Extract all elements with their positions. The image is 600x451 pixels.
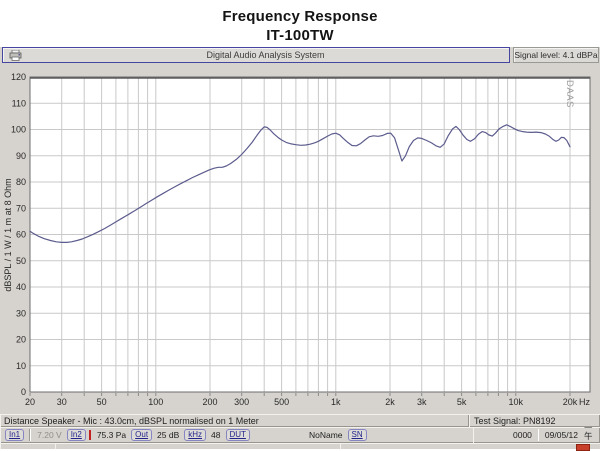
x-axis-labels: 20 30 50 100 200 300 500 1k 2k 3k 5k 10k 20k Hz (25, 397, 591, 407)
title-bar: Digital Audio Analysis System Signal lev… (0, 47, 600, 63)
time-value: 上午 09:4 (584, 427, 600, 443)
y-axis-labels: 0 10 20 30 40 50 60 70 80 90 100 110 120 (11, 72, 26, 397)
page-title: Frequency Response IT-100TW (0, 7, 600, 45)
divider (29, 429, 32, 441)
khz-button[interactable]: kHz (184, 429, 207, 441)
taskbar-segment (340, 443, 600, 451)
taskbar-segment (0, 443, 55, 449)
distance-info-text: Distance Speaker - Mic : 43.0cm, dBSPL n… (4, 415, 259, 426)
svg-text:Hz: Hz (579, 397, 590, 407)
datetime-group: 0000 09/05/12 上午 09:4 (510, 427, 600, 443)
svg-text:200: 200 (202, 397, 217, 407)
taskbar-segment (55, 443, 340, 449)
distance-info-panel: Distance Speaker - Mic : 43.0cm, dBSPL n… (0, 414, 469, 427)
svg-text:20k: 20k (563, 397, 578, 407)
device-name-group: NoName SN (306, 427, 369, 443)
frequency-response-chart: 20 30 50 100 200 300 500 1k 2k 3k 5k 10k 20k Hz 0 10 20 3… (3, 72, 591, 407)
date-value: 09/05/12 (544, 430, 579, 440)
svg-text:80: 80 (16, 177, 26, 187)
device-name: NoName (309, 430, 343, 440)
svg-text:50: 50 (97, 397, 107, 407)
svg-text:300: 300 (234, 397, 249, 407)
sample-rate-value: 48 (211, 430, 221, 440)
page-title-line2: IT-100TW (266, 27, 334, 44)
svg-text:20: 20 (16, 335, 26, 345)
page-title-line1: Frequency Response (222, 8, 378, 25)
grid-lines (29, 77, 590, 392)
svg-text:110: 110 (12, 98, 26, 108)
y-axis-title: dBSPL / 1 W / 1 m at 8 Ohm (3, 178, 13, 291)
plot-border (29, 76, 591, 393)
svg-text:10k: 10k (509, 397, 524, 407)
svg-text:100: 100 (11, 125, 26, 135)
x-axis-ticks (29, 393, 571, 396)
svg-text:20: 20 (25, 397, 35, 407)
app-name: Digital Audio Analysis System (206, 50, 325, 60)
svg-text:120: 120 (11, 72, 26, 82)
signal-level-value: 4.1 dBPa (562, 50, 598, 60)
svg-text:30: 30 (57, 397, 67, 407)
divider (537, 429, 539, 441)
io-controls-panel: In1 7.20 V In2 75.3 Pa Out 25 dB kHz 48 … (0, 427, 476, 443)
status-row-info: Distance Speaker - Mic : 43.0cm, dBSPL n… (0, 414, 600, 427)
signal-level-label: Signal level: (514, 50, 561, 60)
svg-text:5k: 5k (457, 397, 467, 407)
response-curve (29, 124, 571, 243)
svg-text:2k: 2k (385, 397, 395, 407)
datetime-panel (473, 427, 600, 443)
svg-text:100: 100 (148, 397, 163, 407)
signal-level-box: Signal level: 4.1 dBPa (513, 47, 599, 63)
clip-indicator (88, 430, 91, 440)
daas-watermark: DAAS (564, 80, 575, 108)
svg-text:0: 0 (21, 387, 26, 397)
taskbar-sliver (0, 443, 600, 451)
in1-button[interactable]: In1 (5, 429, 25, 441)
in1-range-value: 7.20 V (37, 430, 62, 440)
svg-text:60: 60 (16, 230, 26, 240)
svg-text:70: 70 (16, 203, 26, 213)
svg-text:10: 10 (16, 361, 26, 371)
mic-level-value: 75.3 Pa (96, 430, 127, 440)
test-signal-panel: Test Signal: PN8192 (469, 414, 600, 427)
printer-icon[interactable] (9, 49, 22, 61)
svg-text:90: 90 (16, 151, 26, 161)
svg-text:50: 50 (16, 256, 26, 266)
test-signal-text: Test Signal: PN8192 (474, 415, 556, 426)
sn-button[interactable]: SN (347, 429, 367, 441)
in2-button[interactable]: In2 (66, 429, 86, 441)
svg-text:3k: 3k (417, 397, 427, 407)
status-row-controls: In1 7.20 V In2 75.3 Pa Out 25 dB kHz 48 … (0, 427, 600, 443)
svg-text:500: 500 (274, 397, 289, 407)
out-button[interactable]: Out (131, 429, 153, 441)
counter-value: 0000 (513, 430, 532, 440)
svg-text:30: 30 (16, 308, 26, 318)
svg-text:40: 40 (16, 282, 26, 292)
dut-button[interactable]: DUT (225, 429, 250, 441)
svg-text:1k: 1k (331, 397, 341, 407)
out-gain-value: 25 dB (157, 430, 180, 440)
app-title-bar: Digital Audio Analysis System (2, 47, 510, 63)
taskbar-red-chip (576, 444, 590, 451)
